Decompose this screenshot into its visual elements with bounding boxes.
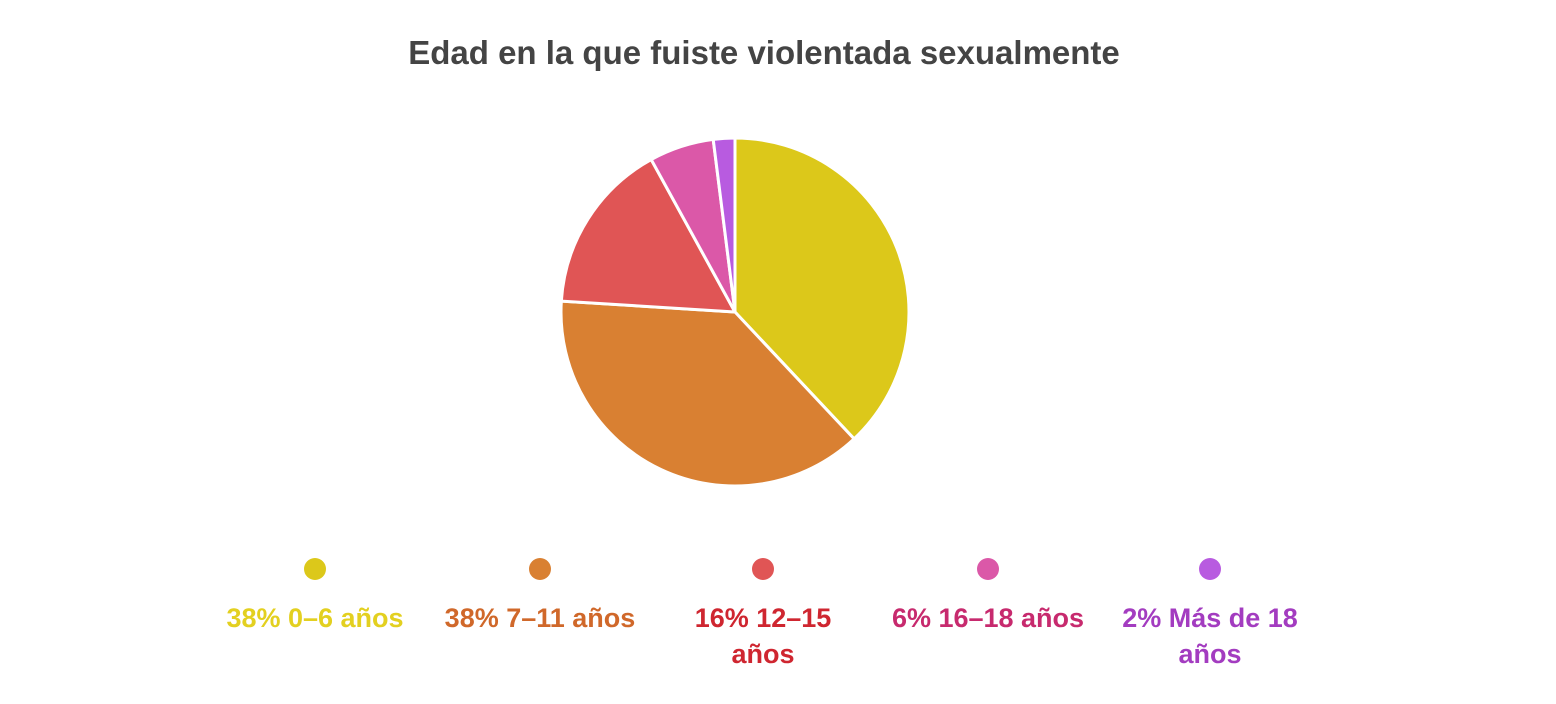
legend-dot-icon — [1199, 558, 1221, 580]
legend-item: 38% 0–6 años — [205, 556, 425, 636]
legend-item: 38% 7–11 años — [430, 556, 650, 636]
legend-dot-icon — [977, 558, 999, 580]
legend-label: 2% Más de 18 años — [1122, 603, 1298, 669]
legend-label: 38% 0–6 años — [226, 603, 404, 633]
legend-label: 16% 12–15 años — [694, 603, 832, 669]
legend-dot-icon — [304, 558, 326, 580]
legend-item: 2% Más de 18 años — [1100, 556, 1320, 672]
pie-slice-0 — [733, 136, 911, 441]
legend-label: 38% 7–11 años — [444, 603, 636, 633]
legend-item: 6% 16–18 años — [878, 556, 1098, 636]
pie-chart — [559, 136, 911, 488]
legend-label: 6% 16–18 años — [891, 603, 1085, 633]
legend-dot-icon — [752, 558, 774, 580]
chart-title: Edad en la que fuiste violentada sexualm… — [408, 34, 1120, 71]
pie-slice-2 — [559, 157, 738, 314]
legend-dot-icon — [529, 558, 551, 580]
pie-slice-4 — [711, 136, 737, 313]
pie-slice-1 — [559, 299, 857, 488]
legend-item: 16% 12–15 años — [653, 556, 873, 672]
